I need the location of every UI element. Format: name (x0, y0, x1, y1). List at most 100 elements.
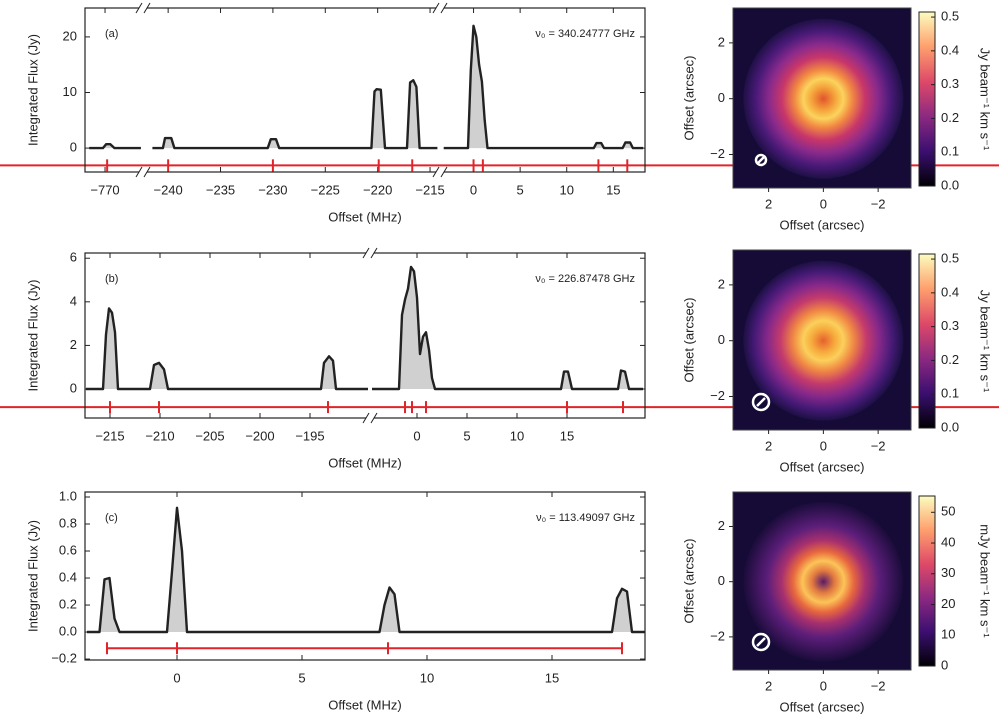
colorbar-tick-label: 0.3 (941, 318, 959, 333)
y-tick-label: 20 (63, 28, 77, 43)
colorbar-tick-label: 40 (941, 534, 955, 549)
colorbar (919, 12, 935, 186)
colorbar-tick-label: 0.1 (941, 144, 959, 159)
x-tick-label: −230 (258, 182, 287, 197)
x-tick-label: −205 (195, 428, 224, 443)
spectrum-line (152, 80, 437, 148)
x-tick-label: 0 (470, 182, 477, 197)
x-axis-label: Offset (arcsec) (779, 699, 864, 714)
x-tick-label: −195 (295, 428, 324, 443)
y-axis-label: Offset (arcsec) (681, 297, 696, 382)
panel-label: (c) (105, 512, 118, 524)
x-tick-label: −225 (311, 182, 340, 197)
figure: −770−240−235−230−225−220−21505101501020(… (0, 0, 999, 715)
x-tick-label: −2 (871, 438, 886, 453)
x-tick-label: −200 (245, 428, 274, 443)
x-tick-label: 15 (560, 428, 574, 443)
area (444, 26, 643, 148)
colorbar-tick-label: 0 (941, 657, 948, 672)
intensity-map (743, 19, 903, 179)
y-tick-label: 0.4 (59, 569, 77, 584)
y-axis-label: Integrated Flux (Jy) (25, 34, 40, 146)
area (372, 267, 643, 389)
colorbar-tick-label: 30 (941, 565, 955, 580)
y-tick-label: −0.2 (51, 650, 77, 665)
colorbar-label: Jy beam⁻¹ km s⁻¹ (978, 290, 993, 393)
y-tick-label: 2 (70, 337, 77, 352)
x-tick-label: −215 (415, 182, 444, 197)
x-tick-label: 0 (820, 438, 827, 453)
colorbar-tick-label: 0.2 (941, 352, 959, 367)
x-tick-label: 5 (298, 670, 305, 685)
x-tick-label: −770 (90, 182, 119, 197)
y-tick-label: 0.6 (59, 542, 77, 557)
colorbar-tick-label: 0.4 (941, 284, 959, 299)
y-tick-label: 2 (718, 518, 725, 533)
y-axis-label: Integrated Flux (Jy) (25, 520, 40, 632)
y-tick-label: −2 (710, 146, 725, 161)
y-tick-label: 0 (718, 573, 725, 588)
x-tick-label: 2 (765, 678, 772, 693)
y-tick-label: 0.2 (59, 596, 77, 611)
annotation: ν₀ = 226.87478 GHz (535, 273, 635, 285)
x-tick-label: −2 (871, 196, 886, 211)
x-tick-label: 2 (765, 438, 772, 453)
y-axis-label: Offset (arcsec) (681, 55, 696, 140)
y-tick-label: −2 (710, 628, 725, 643)
colorbar-tick-label: 0.0 (941, 177, 959, 192)
x-axis-label: Offset (MHz) (328, 209, 401, 224)
y-axis-label: Offset (arcsec) (681, 538, 696, 623)
colorbar-tick-label: 0.2 (941, 110, 959, 125)
colorbar-tick-label: 0.1 (941, 386, 959, 401)
x-tick-label: −215 (95, 428, 124, 443)
y-tick-label: 0 (718, 90, 725, 105)
colorbar-tick-label: 0.5 (941, 9, 959, 24)
y-tick-label: 0 (70, 380, 77, 395)
panel-label: (a) (105, 28, 118, 40)
spectrum-line (89, 144, 141, 148)
x-tick-label: −240 (153, 182, 182, 197)
y-tick-label: 4 (70, 293, 77, 308)
x-tick-label: −2 (871, 678, 886, 693)
annotation: ν₀ = 113.49097 GHz (536, 512, 635, 524)
area (87, 508, 645, 632)
x-tick-label: 0 (820, 196, 827, 211)
y-tick-label: 1.0 (59, 488, 77, 503)
x-tick-label: 10 (510, 428, 524, 443)
colorbar-tick-label: 20 (941, 596, 955, 611)
y-tick-label: 0 (718, 332, 725, 347)
colorbar-tick-label: 0.5 (941, 251, 959, 266)
colorbar-label: Jy beam⁻¹ km s⁻¹ (978, 48, 993, 151)
y-tick-label: 0.0 (59, 623, 77, 638)
x-tick-label: −210 (145, 428, 174, 443)
y-tick-label: 2 (718, 34, 725, 49)
y-tick-label: 0 (70, 140, 77, 155)
x-tick-label: −220 (363, 182, 392, 197)
colorbar-tick-label: 0.0 (941, 419, 959, 434)
x-tick-label: 0 (820, 678, 827, 693)
x-tick-label: 5 (517, 182, 524, 197)
x-tick-label: −235 (206, 182, 235, 197)
panel-label: (b) (105, 273, 118, 285)
x-axis-label: Offset (arcsec) (779, 217, 864, 232)
x-tick-label: 10 (420, 670, 434, 685)
y-axis-label: Integrated Flux (Jy) (25, 280, 40, 392)
colorbar-tick-label: 0.4 (941, 42, 959, 57)
colorbar (919, 496, 935, 666)
colorbar-label: mJy beam⁻¹ km s⁻¹ (978, 524, 993, 638)
colorbar (919, 254, 935, 428)
x-axis-label: Offset (MHz) (328, 697, 401, 712)
x-tick-label: 2 (765, 196, 772, 211)
area (86, 308, 368, 389)
annotation: ν₀ = 340.24777 GHz (535, 28, 635, 40)
y-tick-label: 0.8 (59, 515, 77, 530)
x-tick-label: 5 (463, 428, 470, 443)
x-tick-label: 0 (173, 670, 180, 685)
y-tick-label: 2 (718, 276, 725, 291)
colorbar-tick-label: 10 (941, 627, 955, 642)
area (152, 80, 437, 148)
x-tick-label: 10 (559, 182, 573, 197)
x-axis-label: Offset (arcsec) (779, 459, 864, 474)
colorbar-tick-label: 50 (941, 504, 955, 519)
y-tick-label: −2 (710, 388, 725, 403)
